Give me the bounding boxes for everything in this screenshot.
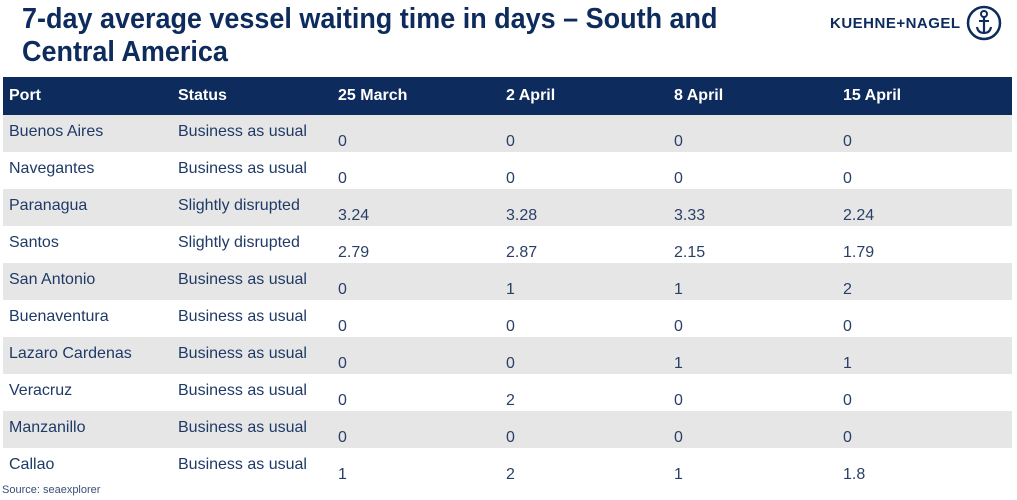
port-cell: Navegantes <box>3 152 172 189</box>
value-cell: 2.79 <box>332 226 500 263</box>
value-cell: 0 <box>668 115 837 152</box>
value-cell: 1 <box>668 337 837 374</box>
column-header-25-march: 25 March <box>332 77 500 115</box>
value-cell: 0 <box>668 300 837 337</box>
value-cell: 3.33 <box>668 189 837 226</box>
table-row: San Antonio Business as usual 0 1 1 2 <box>3 263 1012 300</box>
column-header-2-april: 2 April <box>500 77 668 115</box>
table-row: Buenos Aires Business as usual 0 0 0 0 <box>3 115 1012 152</box>
value-cell: 2 <box>837 263 1012 300</box>
column-header-15-april: 15 April <box>837 77 1012 115</box>
column-header-status: Status <box>172 77 332 115</box>
table-row: Buenaventura Business as usual 0 0 0 0 <box>3 300 1012 337</box>
value-cell: 1 <box>332 448 500 485</box>
value-cell: 0 <box>332 263 500 300</box>
value-cell: 0 <box>332 337 500 374</box>
table-row: Navegantes Business as usual 0 0 0 0 <box>3 152 1012 189</box>
status-cell: Slightly disrupted <box>172 226 332 263</box>
value-cell: 0 <box>837 115 1012 152</box>
port-cell: Callao <box>3 448 172 485</box>
value-cell: 0 <box>332 300 500 337</box>
value-cell: 1 <box>500 263 668 300</box>
value-cell: 1 <box>668 448 837 485</box>
value-cell: 0 <box>837 411 1012 448</box>
value-cell: 0 <box>837 374 1012 411</box>
value-cell: 0 <box>332 374 500 411</box>
value-cell: 0 <box>837 152 1012 189</box>
status-cell: Business as usual <box>172 337 332 374</box>
port-cell: Veracruz <box>3 374 172 411</box>
column-header-8-april: 8 April <box>668 77 837 115</box>
value-cell: 0 <box>668 374 837 411</box>
anchor-icon <box>966 5 1001 41</box>
value-cell: 2 <box>500 374 668 411</box>
value-cell: 0 <box>500 152 668 189</box>
value-cell: 0 <box>332 411 500 448</box>
source-note: Source: seaexplorer <box>2 484 101 496</box>
value-cell: 3.24 <box>332 189 500 226</box>
value-cell: 2 <box>500 448 668 485</box>
column-header-port: Port <box>3 77 172 115</box>
value-cell: 2.87 <box>500 226 668 263</box>
value-cell: 0 <box>332 115 500 152</box>
value-cell: 0 <box>500 411 668 448</box>
value-cell: 1 <box>668 263 837 300</box>
table-row: Veracruz Business as usual 0 2 0 0 <box>3 374 1012 411</box>
port-cell: Manzanillo <box>3 411 172 448</box>
table-row: Paranagua Slightly disrupted 3.24 3.28 3… <box>3 189 1012 226</box>
status-cell: Slightly disrupted <box>172 189 332 226</box>
kuehne-nagel-logo: KUEHNE+NAGEL <box>830 4 1002 42</box>
value-cell: 0 <box>668 411 837 448</box>
value-cell: 0 <box>332 152 500 189</box>
value-cell: 0 <box>500 115 668 152</box>
status-cell: Business as usual <box>172 411 332 448</box>
value-cell: 0 <box>500 300 668 337</box>
port-cell: San Antonio <box>3 263 172 300</box>
page-title: 7-day average vessel waiting time in day… <box>22 3 718 68</box>
status-cell: Business as usual <box>172 300 332 337</box>
value-cell: 0 <box>500 337 668 374</box>
port-cell: Buenos Aires <box>3 115 172 152</box>
value-cell: 1 <box>837 337 1012 374</box>
status-cell: Business as usual <box>172 448 332 485</box>
value-cell: 0 <box>668 152 837 189</box>
table-row: Lazaro Cardenas Business as usual 0 0 1 … <box>3 337 1012 374</box>
table-row: Manzanillo Business as usual 0 0 0 0 <box>3 411 1012 448</box>
port-cell: Paranagua <box>3 189 172 226</box>
table-row: Callao Business as usual 1 2 1 1.8 <box>3 448 1012 485</box>
port-cell: Buenaventura <box>3 300 172 337</box>
waiting-time-table: Port Status 25 March 2 April 8 April 15 … <box>3 77 1012 485</box>
table-row: Santos Slightly disrupted 2.79 2.87 2.15… <box>3 226 1012 263</box>
status-cell: Business as usual <box>172 115 332 152</box>
header-row: Port Status 25 March 2 April 8 April 15 … <box>3 77 1012 115</box>
value-cell: 2.24 <box>837 189 1012 226</box>
value-cell: 1.79 <box>837 226 1012 263</box>
status-cell: Business as usual <box>172 374 332 411</box>
status-cell: Business as usual <box>172 152 332 189</box>
port-cell: Lazaro Cardenas <box>3 337 172 374</box>
logo-text: KUEHNE+NAGEL <box>830 14 961 32</box>
value-cell: 1.8 <box>837 448 1012 485</box>
port-cell: Santos <box>3 226 172 263</box>
value-cell: 3.28 <box>500 189 668 226</box>
value-cell: 0 <box>837 300 1012 337</box>
status-cell: Business as usual <box>172 263 332 300</box>
value-cell: 2.15 <box>668 226 837 263</box>
